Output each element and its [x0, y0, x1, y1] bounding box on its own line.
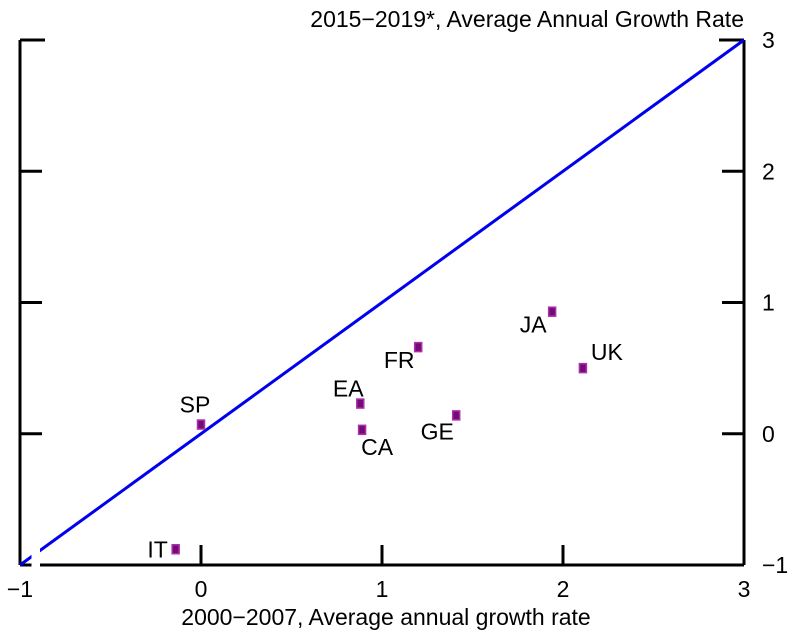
x-axis-label: 2000−2007, Average annual growth rate	[181, 604, 590, 630]
point-marker-ja	[547, 306, 557, 317]
x-tick-label: 2	[557, 576, 570, 602]
point-label-ca: CA	[361, 434, 394, 460]
x-tick-label: 0	[195, 576, 208, 602]
point-marker-fr	[413, 341, 423, 353]
point-marker-sp	[196, 419, 206, 430]
chart-title: 2015−2019*, Average Annual Growth Rate	[310, 6, 744, 32]
point-marker-ea	[356, 398, 365, 409]
y-tick-label: 3	[762, 27, 775, 53]
point-label-ja: JA	[520, 312, 548, 338]
axis-corner-gap	[31, 545, 40, 569]
point-label-fr: FR	[384, 347, 415, 373]
point-label-it: IT	[147, 536, 167, 562]
point-marker-ge	[451, 410, 461, 421]
point-label-uk: UK	[591, 339, 624, 365]
forty-five-degree-line	[19, 38, 745, 567]
point-marker-it	[171, 544, 180, 555]
axis-break	[31, 545, 40, 569]
reference-line	[19, 38, 745, 567]
point-label-sp: SP	[180, 392, 211, 418]
y-tick-label: 2	[762, 158, 775, 184]
y-tick-label: 0	[762, 421, 775, 447]
x-tick-label: −1	[7, 576, 33, 602]
point-label-ge: GE	[421, 418, 454, 444]
tick-marks	[20, 169, 744, 565]
point-marker-uk	[578, 362, 588, 374]
y-tick-labels: −1 0 1 2 3	[762, 27, 788, 578]
y-tick-label: 1	[762, 290, 775, 316]
point-marker-ca	[357, 424, 367, 436]
x-tick-label: 3	[738, 576, 751, 602]
point-label-ea: EA	[333, 376, 364, 402]
x-tick-label: 1	[376, 576, 389, 602]
y-tick-label: −1	[762, 552, 788, 578]
data-points: IT SP EA CA FR GE JA UK	[147, 306, 624, 562]
x-tick-labels: −1 0 1 2 3	[7, 576, 751, 602]
